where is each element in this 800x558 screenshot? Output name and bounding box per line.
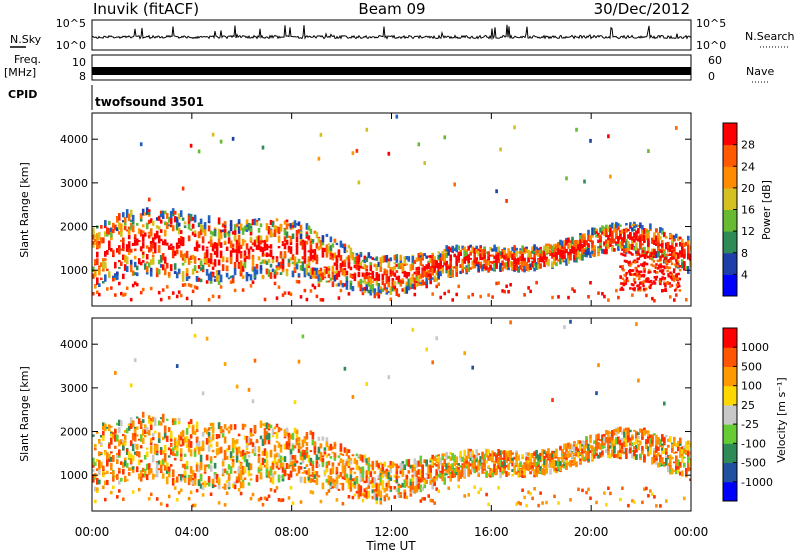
nsearch-tick-high: 10^5 (696, 17, 726, 30)
colorbar-segment (723, 187, 737, 210)
colorbar-segment (723, 366, 737, 387)
colorbar-segment (723, 347, 737, 367)
cpid-label: CPID (8, 88, 37, 101)
colorbar-tick-label: -25 (741, 418, 759, 431)
x-tick-label: 00:00 (674, 525, 709, 539)
xaxis-label: Time UT (365, 539, 416, 553)
freq-tick-high: 10 (72, 56, 86, 69)
colorbar-segment (723, 328, 737, 348)
y-tick-label: 1000 (60, 264, 88, 277)
nsearch-label: N.Search (745, 30, 795, 43)
cpid-value: twofsound 3501 (95, 95, 204, 109)
colorbar-segment (723, 144, 737, 167)
colorbar-tick-label: 500 (741, 360, 762, 373)
colorbar-frame (722, 327, 738, 502)
nsky-trace (91, 24, 692, 41)
x-tick-label: 12:00 (374, 525, 409, 539)
power-colorbar-label: Power [dB] (760, 180, 773, 240)
colorbar-segment (723, 274, 737, 297)
colorbar-tick-label: -100 (741, 437, 766, 450)
freq-trace (92, 67, 691, 75)
colorbar-tick-label: 100 (741, 380, 762, 393)
y-tick-label: 2000 (60, 221, 88, 234)
colorbar-segment (723, 424, 737, 444)
nsky-series-line (91, 24, 692, 41)
colorbar-tick-label: -500 (741, 457, 766, 470)
velocity-y-axis: 4000 3000 2000 1000 (60, 338, 691, 482)
y-tick-label: 2000 (60, 426, 88, 439)
nave-tick-high: 60 (708, 54, 722, 67)
nsky-strip-frame (91, 19, 692, 51)
colorbar-segment (723, 404, 737, 425)
velocity-ylabel: Slant Range [km] (18, 366, 31, 462)
nave-tick-low: 0 (708, 70, 715, 83)
time-x-axis: 00:00 04:00 08:00 12:00 16:00 20:00 00:00 (75, 113, 709, 539)
power-colorbar: 28 24 20 16 12 8 4 (722, 122, 755, 297)
colorbar-tick-label: 4 (741, 268, 748, 281)
colorbar-tick-label: 1000 (741, 341, 769, 354)
nsky-tick-low: 10^0 (56, 39, 86, 52)
nsky-tick-high: 10^5 (56, 17, 86, 30)
colorbar-segment (723, 443, 737, 464)
nave-label: Nave (746, 65, 774, 78)
date-title: 30/Dec/2012 (594, 0, 690, 18)
colorbar-tick-label: 28 (741, 139, 755, 152)
freq-label: Freq. (14, 53, 41, 66)
power-heatmap (92, 114, 691, 303)
colorbar-tick-label: 20 (741, 182, 755, 195)
nsearch-tick-low: 10^0 (696, 39, 726, 52)
x-tick-label: 20:00 (574, 525, 609, 539)
x-tick-label: 04:00 (175, 525, 210, 539)
beam-title: Beam 09 (358, 0, 425, 18)
power-y-axis: 4000 3000 2000 1000 (60, 133, 691, 277)
x-tick-label: 00:00 (75, 525, 110, 539)
colorbar-tick-label: 8 (741, 247, 748, 260)
velocity-colorbar-label: Velocity [m s⁻¹] (775, 377, 788, 462)
colorbar-tick-label: 12 (741, 225, 755, 238)
freq-series-band (92, 67, 691, 75)
colorbar-segment (723, 166, 737, 189)
colorbar-segment (723, 481, 737, 502)
colorbar-segment (723, 462, 737, 483)
colorbar-segment (723, 123, 737, 146)
colorbar-tick-label: 24 (741, 160, 755, 173)
x-tick-label: 08:00 (274, 525, 309, 539)
velocity-colorbar: 1000 500 100 25 -25 -100 -500 -1000 (722, 327, 773, 502)
y-tick-label: 1000 (60, 469, 88, 482)
colorbar-tick-label: -1000 (741, 476, 773, 489)
colorbar-segment (723, 209, 737, 232)
y-tick-label: 4000 (60, 338, 88, 351)
colorbar-segment (723, 252, 737, 275)
y-tick-label: 3000 (60, 382, 88, 395)
station-title: Inuvik (fitACF) (93, 0, 199, 18)
y-tick-label: 4000 (60, 133, 88, 146)
colorbar-segment (723, 231, 737, 254)
velocity-heatmap (92, 319, 691, 508)
freq-unit-label: [MHz] (4, 66, 36, 79)
y-tick-label: 3000 (60, 177, 88, 190)
colorbar-tick-label: 25 (741, 399, 755, 412)
velocity-panel-frame (91, 317, 692, 512)
colorbar-tick-label: 16 (741, 204, 755, 217)
freq-tick-low: 8 (79, 70, 86, 83)
x-tick-label: 16:00 (474, 525, 509, 539)
nsky-label: N.Sky (10, 33, 42, 46)
power-ylabel: Slant Range [km] (18, 162, 31, 258)
colorbar-segment (723, 385, 737, 406)
